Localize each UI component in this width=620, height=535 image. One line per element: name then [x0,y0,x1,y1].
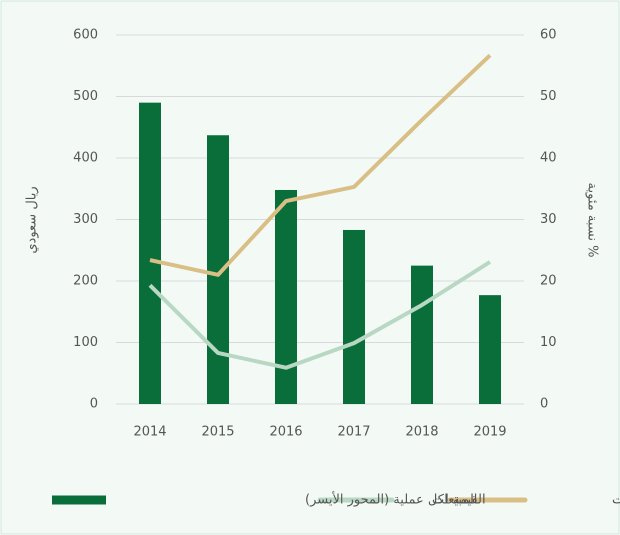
x-tick-label: 2017 [337,425,370,440]
y2-tick-label: 0 [540,397,548,412]
x-tick-label: 2014 [133,425,166,440]
x-tick-label: 2015 [201,425,234,440]
y2-tick-label: 10 [540,335,557,350]
y-tick-label: 200 [73,274,98,289]
line [149,53,492,277]
y2-axis-label: نسبة مئوية % [585,183,600,258]
legend-label: القيمة لكل عملية (المحور الأيسر) [305,491,486,508]
y-tick-label: 300 [73,212,98,227]
y-tick-label: 100 [73,335,98,350]
bar [479,295,501,404]
y-tick-label: 600 [73,28,98,43]
legend-label: عدد العمليات [612,493,620,508]
bar [275,189,297,404]
bar [207,135,229,404]
line [148,260,492,370]
y2-tick-label: 60 [540,28,557,43]
bar [411,265,433,404]
x-tick-label: 2018 [405,425,438,440]
x-tick-label: 2016 [269,425,302,440]
bar [343,229,365,404]
y2-tick-label: 20 [540,274,557,289]
y-tick-label: 0 [90,397,98,412]
y2-tick-label: 40 [540,151,557,166]
y-axis-label: ريال سعودي [25,186,40,253]
y-tick-label: 400 [73,151,98,166]
y2-tick-label: 30 [540,212,557,227]
legend-label: المبيعات [432,493,477,508]
bar [139,102,161,405]
y2-tick-label: 50 [540,89,557,104]
x-tick-label: 2019 [473,425,506,440]
y-tick-label: 500 [73,89,98,104]
